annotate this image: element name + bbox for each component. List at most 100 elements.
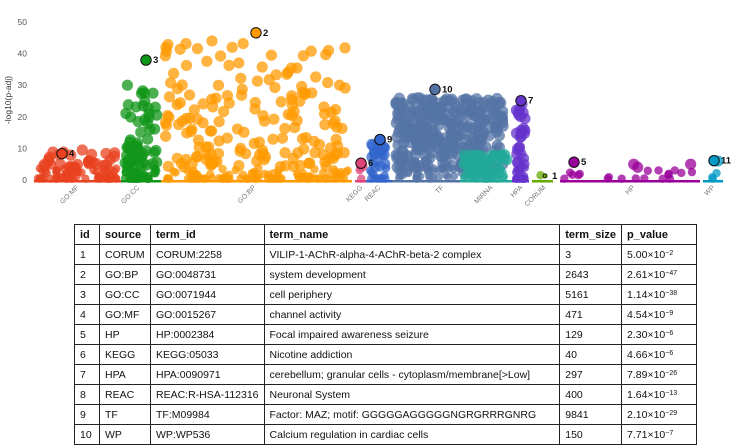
point bbox=[394, 159, 406, 171]
point bbox=[425, 174, 435, 183]
point bbox=[487, 173, 496, 183]
point bbox=[685, 158, 697, 170]
point bbox=[131, 174, 140, 183]
cell-source: GO:BP bbox=[99, 264, 151, 285]
x-tick-label: GO:MF bbox=[59, 184, 80, 205]
point bbox=[628, 158, 640, 170]
col-header-term-id: term_id bbox=[150, 224, 265, 245]
highlight-label: 3 bbox=[153, 55, 158, 66]
cell-term-size: 297 bbox=[559, 364, 622, 385]
table-body: 1 CORUM CORUM:2258 VILIP-1-AChR-alpha-4-ACh… bbox=[74, 244, 697, 445]
point bbox=[631, 174, 641, 183]
baseline-go-mf bbox=[34, 180, 121, 183]
cell-id: 3 bbox=[74, 284, 100, 305]
highlight-label: 9 bbox=[387, 135, 392, 146]
point bbox=[207, 101, 219, 113]
point bbox=[162, 39, 174, 51]
point bbox=[493, 130, 505, 142]
point bbox=[297, 50, 309, 62]
y-tick-label: 20 bbox=[18, 112, 28, 122]
point bbox=[479, 114, 491, 126]
table-row: 8 REAC REAC:R-HSA-112316 Neuronal System 400… bbox=[74, 384, 697, 405]
table-row: 10 WP WP:WP536 Calcium regulation in cardia… bbox=[74, 424, 697, 445]
y-axis: 0 10 20 30 40 50 -log10(p-adj) bbox=[3, 17, 27, 185]
point bbox=[279, 122, 291, 135]
point bbox=[148, 146, 160, 159]
point bbox=[320, 160, 332, 172]
y-tick-label: 10 bbox=[18, 143, 28, 153]
col-header-id: id bbox=[74, 224, 100, 245]
point bbox=[512, 165, 522, 175]
point bbox=[515, 124, 527, 137]
point bbox=[483, 130, 495, 142]
cell-term-id: KEGG:05033 bbox=[150, 344, 265, 365]
point bbox=[292, 147, 304, 159]
x-tick-label: TF bbox=[434, 184, 445, 195]
cell-term-name: VILIP-1-AChR-alpha-4-AChR-beta-2 complex bbox=[263, 244, 561, 265]
highlight-label: 5 bbox=[581, 157, 587, 168]
p-value-exponent: −6 bbox=[665, 349, 674, 357]
point bbox=[197, 117, 209, 129]
point bbox=[331, 121, 343, 133]
cell-p-value: 4.54×10−9 bbox=[621, 304, 697, 325]
highlight-label: 10 bbox=[442, 84, 453, 95]
results-table: id source term_id term_name term_size p_… bbox=[74, 224, 697, 445]
cell-term-name: system development bbox=[263, 264, 561, 285]
point bbox=[501, 154, 513, 166]
cell-p-value: 1.64×10−13 bbox=[621, 384, 697, 405]
point bbox=[409, 158, 421, 170]
point bbox=[165, 77, 177, 89]
point bbox=[233, 57, 245, 69]
point bbox=[258, 115, 271, 127]
point bbox=[201, 149, 213, 161]
point bbox=[565, 168, 575, 177]
point bbox=[171, 152, 183, 164]
cell-source: REAC bbox=[99, 384, 151, 405]
point bbox=[205, 125, 218, 137]
p-value-exponent: −13 bbox=[665, 389, 678, 397]
point bbox=[163, 111, 175, 123]
point bbox=[286, 90, 298, 102]
highlighted-point bbox=[708, 154, 720, 167]
cell-p-value: 4.66×10−6 bbox=[621, 344, 697, 365]
point bbox=[452, 102, 464, 114]
cell-term-size: 471 bbox=[559, 304, 622, 325]
point bbox=[276, 132, 289, 144]
point bbox=[197, 98, 209, 110]
point bbox=[265, 49, 278, 61]
highlighted-points: 1 2 3 4 5 6 7 9 10 11 bbox=[56, 27, 732, 182]
point bbox=[162, 160, 174, 172]
point bbox=[473, 124, 485, 136]
cell-p-value: 7.89×10−26 bbox=[621, 364, 697, 385]
cell-id: 4 bbox=[74, 304, 100, 325]
point bbox=[434, 173, 443, 182]
cell-source: GO:MF bbox=[99, 304, 151, 325]
point bbox=[536, 171, 545, 180]
point bbox=[191, 43, 204, 55]
point bbox=[97, 159, 110, 172]
point bbox=[231, 123, 244, 135]
point bbox=[210, 92, 222, 104]
x-tick-label: GO:CC bbox=[120, 184, 141, 205]
cell-source: HP bbox=[99, 324, 151, 345]
cell-term-id: GO:0048731 bbox=[150, 264, 265, 285]
table-row: 4 GO:MF GO:0015267 channel activity 471 4.54×… bbox=[74, 304, 697, 325]
point bbox=[313, 174, 322, 183]
point bbox=[329, 149, 341, 161]
point bbox=[180, 112, 192, 125]
cell-id: 9 bbox=[74, 404, 100, 425]
p-value-exponent: −6 bbox=[665, 329, 674, 337]
cell-source: KEGG bbox=[99, 344, 151, 365]
point bbox=[267, 133, 279, 145]
table-row: 3 GO:CC GO:0071944 cell periphery 5161 1.14×1… bbox=[74, 284, 697, 305]
point bbox=[325, 106, 337, 118]
point bbox=[654, 166, 663, 175]
point bbox=[412, 143, 424, 155]
point bbox=[291, 114, 303, 127]
point bbox=[163, 174, 173, 183]
point bbox=[151, 169, 160, 178]
col-header-source: source bbox=[99, 224, 151, 245]
point bbox=[486, 96, 499, 108]
point bbox=[120, 173, 130, 183]
point bbox=[449, 171, 459, 181]
